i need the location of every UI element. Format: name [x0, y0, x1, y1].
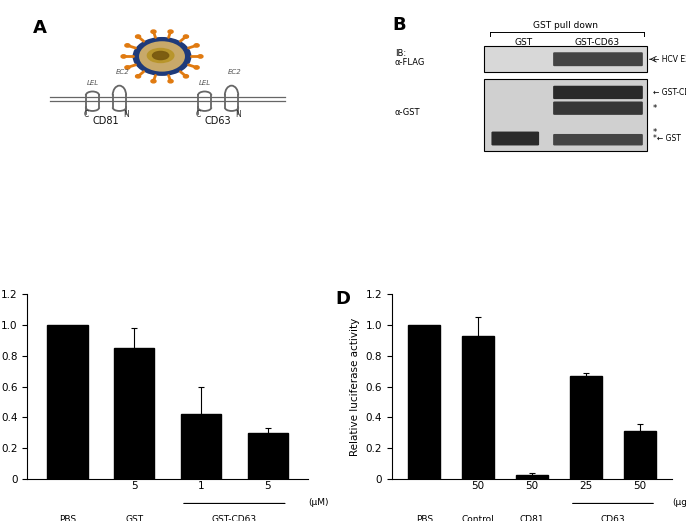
Bar — [516, 475, 548, 479]
Text: PBS: PBS — [416, 515, 433, 521]
Text: CD63: CD63 — [205, 116, 231, 126]
Circle shape — [194, 66, 199, 69]
Ellipse shape — [147, 48, 174, 63]
Text: (μg/ml): (μg/ml) — [672, 498, 686, 507]
Circle shape — [198, 55, 203, 58]
Y-axis label: Relative luciferase activity: Relative luciferase activity — [350, 317, 360, 456]
Bar — [408, 325, 440, 479]
Text: ← GST-CD63: ← GST-CD63 — [652, 88, 686, 96]
Text: GST pull down: GST pull down — [533, 21, 598, 30]
Circle shape — [121, 55, 126, 58]
Bar — [115, 348, 154, 479]
FancyBboxPatch shape — [491, 132, 539, 145]
FancyBboxPatch shape — [553, 134, 643, 145]
Text: N: N — [235, 110, 241, 119]
Text: GST-CD63: GST-CD63 — [574, 38, 619, 47]
Bar — [462, 336, 495, 479]
Bar — [248, 433, 288, 479]
Text: EC2: EC2 — [116, 69, 130, 75]
Circle shape — [194, 44, 199, 47]
Text: A: A — [33, 19, 47, 38]
Text: IB:: IB: — [394, 49, 406, 58]
Bar — [47, 325, 88, 479]
Circle shape — [125, 66, 130, 69]
Circle shape — [132, 37, 191, 76]
Circle shape — [183, 35, 189, 38]
Bar — [181, 414, 221, 479]
Text: GST: GST — [125, 515, 143, 521]
FancyBboxPatch shape — [484, 79, 647, 151]
Bar — [624, 431, 656, 479]
Text: α-FLAG: α-FLAG — [394, 58, 425, 67]
Text: EC2: EC2 — [228, 69, 241, 75]
Text: CD63: CD63 — [601, 515, 625, 521]
Text: D: D — [336, 290, 351, 308]
Text: B: B — [392, 16, 405, 34]
Bar — [570, 376, 602, 479]
Circle shape — [151, 80, 156, 83]
Text: C: C — [196, 110, 200, 119]
Circle shape — [168, 30, 173, 33]
Text: Control: Control — [462, 515, 495, 521]
Text: LEL: LEL — [198, 80, 211, 86]
Text: CD81: CD81 — [520, 515, 545, 521]
Ellipse shape — [152, 52, 169, 59]
Circle shape — [136, 75, 141, 78]
Circle shape — [136, 35, 141, 38]
Text: *: * — [652, 104, 657, 113]
Text: CD81: CD81 — [93, 116, 119, 126]
Text: C: C — [83, 110, 88, 119]
Text: GST-CD63: GST-CD63 — [212, 515, 257, 521]
Circle shape — [125, 44, 130, 47]
FancyBboxPatch shape — [484, 46, 647, 72]
Text: ← HCV E2: ← HCV E2 — [652, 55, 686, 64]
Text: GST: GST — [514, 38, 533, 47]
Circle shape — [151, 30, 156, 33]
Circle shape — [139, 41, 185, 71]
Text: N: N — [123, 110, 129, 119]
FancyBboxPatch shape — [553, 86, 643, 99]
FancyBboxPatch shape — [553, 102, 643, 115]
Text: *← GST: *← GST — [652, 134, 681, 143]
Text: *: * — [652, 128, 657, 137]
Text: α-GST: α-GST — [394, 107, 421, 117]
Circle shape — [183, 75, 189, 78]
Text: (μM): (μM) — [308, 498, 329, 507]
Text: LEL: LEL — [86, 80, 99, 86]
FancyBboxPatch shape — [553, 52, 643, 66]
Circle shape — [168, 80, 173, 83]
Text: PBS: PBS — [59, 515, 76, 521]
